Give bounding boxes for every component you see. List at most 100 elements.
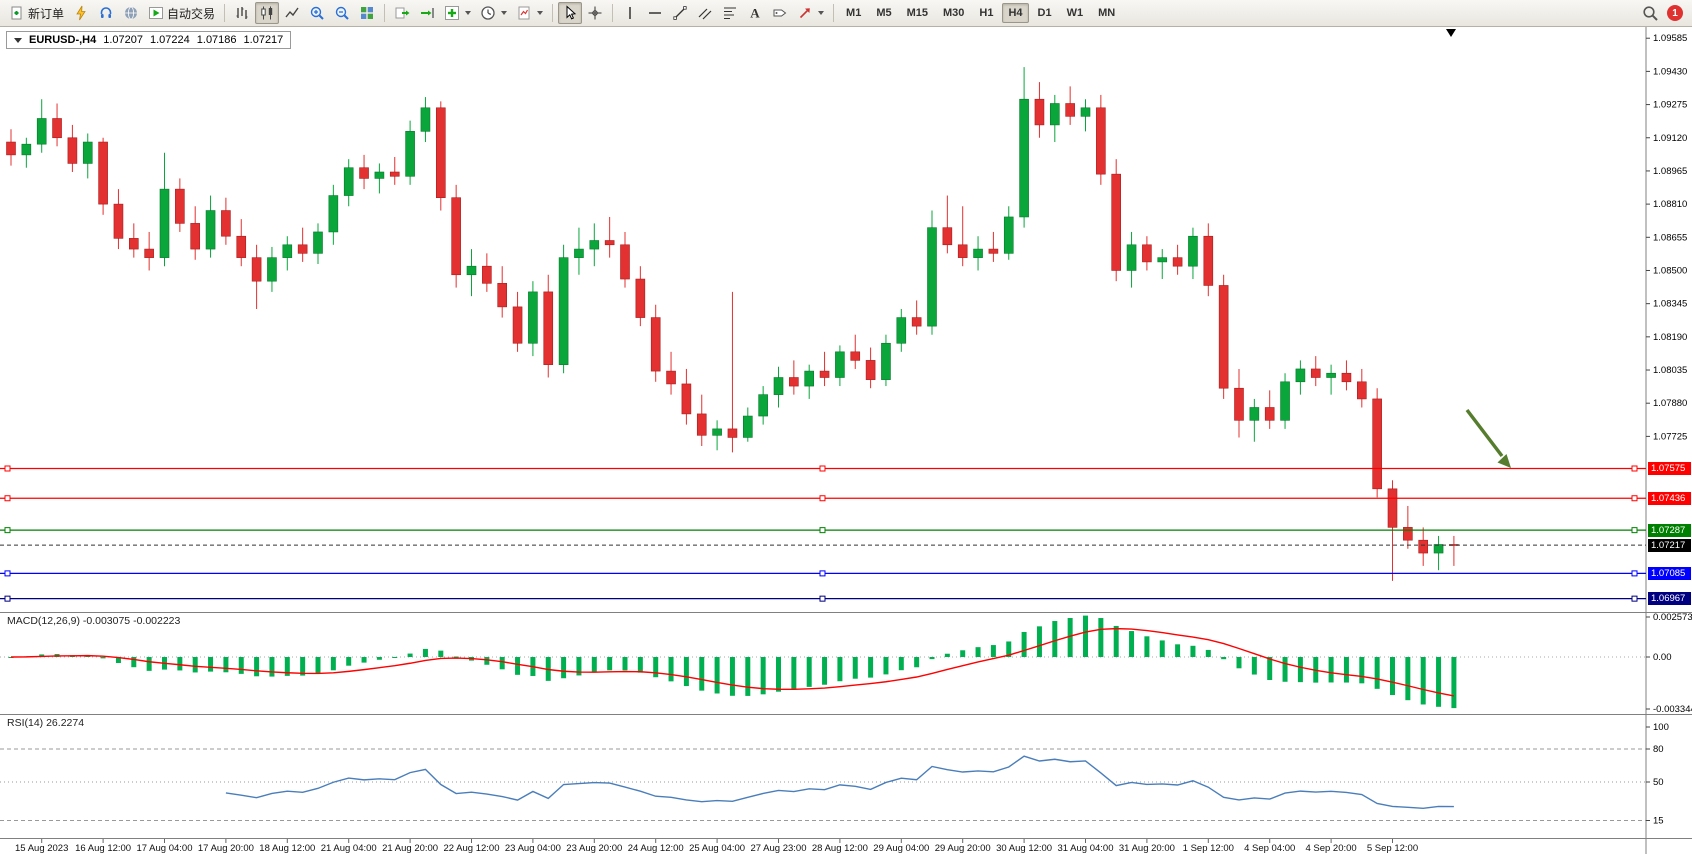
bar-chart-icon xyxy=(236,7,248,19)
line-handle[interactable] xyxy=(4,527,11,534)
line-handle[interactable] xyxy=(819,465,826,472)
symbol-dropdown-icon[interactable] xyxy=(14,37,22,43)
cursor-button[interactable] xyxy=(558,2,583,24)
timeframe-mn[interactable]: MN xyxy=(1098,7,1116,19)
svg-text:1 Sep 12:00: 1 Sep 12:00 xyxy=(1183,843,1234,854)
text-label-button[interactable] xyxy=(768,2,792,24)
time-axis: 15 Aug 2023 16 Aug 12:00 17 Aug 04:00 17 Au… xyxy=(15,839,1418,854)
timeframe-w1[interactable]: W1 xyxy=(1066,7,1084,19)
chart-shift-marker[interactable] xyxy=(1446,29,1456,37)
globe-icon xyxy=(125,6,138,20)
chart-shift-button[interactable] xyxy=(415,2,439,24)
crosshair-button[interactable] xyxy=(583,2,607,24)
rsi-line xyxy=(225,755,1454,810)
svg-text:15 Aug 2023: 15 Aug 2023 xyxy=(15,843,68,854)
timeframe-h1[interactable]: H1 xyxy=(979,7,994,19)
new-order-button[interactable]: 新订单 xyxy=(5,2,68,24)
arrow-object-icon xyxy=(799,8,810,19)
periods-button[interactable] xyxy=(476,2,511,24)
objects-group: A xyxy=(618,2,828,24)
indicators-icon xyxy=(445,6,460,20)
line-handle[interactable] xyxy=(4,495,11,502)
svg-text:25 Aug 04:00: 25 Aug 04:00 xyxy=(689,843,745,854)
text-button[interactable]: A xyxy=(743,2,767,24)
vertical-line-button[interactable] xyxy=(618,2,642,24)
clock-icon xyxy=(481,6,495,20)
svg-text:31 Aug 20:00: 31 Aug 20:00 xyxy=(1119,843,1175,854)
price-label-1.07085: 1.07085 xyxy=(1648,566,1691,580)
line-handle[interactable] xyxy=(819,495,826,502)
toolbar-right: 1 xyxy=(1642,5,1687,22)
fibonacci-button[interactable] xyxy=(718,2,742,24)
line-handle[interactable] xyxy=(1631,570,1638,577)
timeframe-m5[interactable]: M5 xyxy=(876,7,892,19)
price-axis: 1.09585 1.09430 1.09275 1.09120 1.08965 1.088… xyxy=(1646,33,1687,442)
support-button[interactable] xyxy=(94,2,118,24)
timeframe-d1[interactable]: D1 xyxy=(1037,7,1052,19)
horizontal-line-objects xyxy=(0,465,1646,602)
chevron-down-icon xyxy=(818,11,825,15)
svg-text:22 Aug 12:00: 22 Aug 12:00 xyxy=(444,843,500,854)
annotation-arrow[interactable] xyxy=(1465,408,1511,468)
rsi-axis-label: 100 xyxy=(1653,722,1669,733)
expert-advisors-button[interactable] xyxy=(69,2,93,24)
horizontal-line-button[interactable] xyxy=(643,2,667,24)
chart-canvas[interactable]: 1.09585 1.09430 1.09275 1.09120 1.08965 1.088… xyxy=(0,27,1692,854)
timeframe-buttons: M1 M5 M15 M30 H1 H4 D1 W1 MN xyxy=(839,3,1122,23)
fibonacci-icon xyxy=(724,7,737,19)
line-handle[interactable] xyxy=(819,527,826,534)
svg-text:28 Aug 12:00: 28 Aug 12:00 xyxy=(812,843,868,854)
line-handle[interactable] xyxy=(1631,595,1638,602)
timeframe-m1[interactable]: M1 xyxy=(846,7,862,19)
line-handle[interactable] xyxy=(819,595,826,602)
svg-text:21 Aug 20:00: 21 Aug 20:00 xyxy=(382,843,438,854)
crosshair-icon xyxy=(588,6,602,20)
svg-text:1.09275: 1.09275 xyxy=(1653,100,1687,111)
svg-text:4 Sep 04:00: 4 Sep 04:00 xyxy=(1244,843,1295,854)
rsi-label: RSI(14) 26.2274 xyxy=(7,717,85,729)
line-handle[interactable] xyxy=(4,570,11,577)
zoom-out-button[interactable] xyxy=(330,2,354,24)
tile-windows-icon xyxy=(361,7,374,19)
lightning-icon xyxy=(76,5,86,21)
community-button[interactable] xyxy=(119,2,143,24)
svg-text:1.07725: 1.07725 xyxy=(1653,431,1687,442)
chart-window: 1.09585 1.09430 1.09275 1.09120 1.08965 1.088… xyxy=(0,27,1692,854)
svg-text:1.07880: 1.07880 xyxy=(1653,398,1687,409)
timeframe-h4[interactable]: H4 xyxy=(1002,3,1029,23)
svg-text:1.08500: 1.08500 xyxy=(1653,265,1687,276)
bar-chart-button[interactable] xyxy=(230,2,254,24)
candlestick-chart-button[interactable] xyxy=(255,2,280,24)
macd-axis-label: 0.002573 xyxy=(1653,612,1692,623)
zoom-in-button[interactable] xyxy=(305,2,329,24)
svg-text:21 Aug 04:00: 21 Aug 04:00 xyxy=(321,843,377,854)
horizontal-line-icon xyxy=(649,12,662,14)
macd-label: MACD(12,26,9) -0.003075 -0.002223 xyxy=(7,615,181,627)
timeframe-m15[interactable]: M15 xyxy=(906,7,928,19)
auto-trading-label: 自动交易 xyxy=(167,6,216,21)
auto-scroll-button[interactable] xyxy=(390,2,414,24)
timeframe-m30[interactable]: M30 xyxy=(943,7,965,19)
line-handle[interactable] xyxy=(1631,465,1638,472)
line-handle[interactable] xyxy=(819,570,826,577)
svg-text:A: A xyxy=(750,6,760,21)
auto-trading-button[interactable]: 自动交易 xyxy=(144,2,219,24)
tile-windows-button[interactable] xyxy=(355,2,379,24)
equidistant-channel-button[interactable] xyxy=(693,2,717,24)
line-handle[interactable] xyxy=(4,465,11,472)
channel-icon xyxy=(698,8,712,20)
line-handle[interactable] xyxy=(1631,527,1638,534)
price-label-1.06967: 1.06967 xyxy=(1648,592,1691,606)
line-chart-button[interactable] xyxy=(280,2,304,24)
headset-icon xyxy=(100,7,112,18)
svg-text:1.08965: 1.08965 xyxy=(1653,166,1687,177)
svg-text:29 Aug 04:00: 29 Aug 04:00 xyxy=(873,843,929,854)
arrows-button[interactable] xyxy=(793,2,828,24)
trendline-button[interactable] xyxy=(668,2,692,24)
templates-button[interactable] xyxy=(512,2,547,24)
indicators-button[interactable] xyxy=(440,2,475,24)
notification-badge[interactable]: 1 xyxy=(1667,5,1683,21)
line-handle[interactable] xyxy=(4,595,11,602)
search-icon[interactable] xyxy=(1642,5,1659,22)
line-handle[interactable] xyxy=(1631,495,1638,502)
